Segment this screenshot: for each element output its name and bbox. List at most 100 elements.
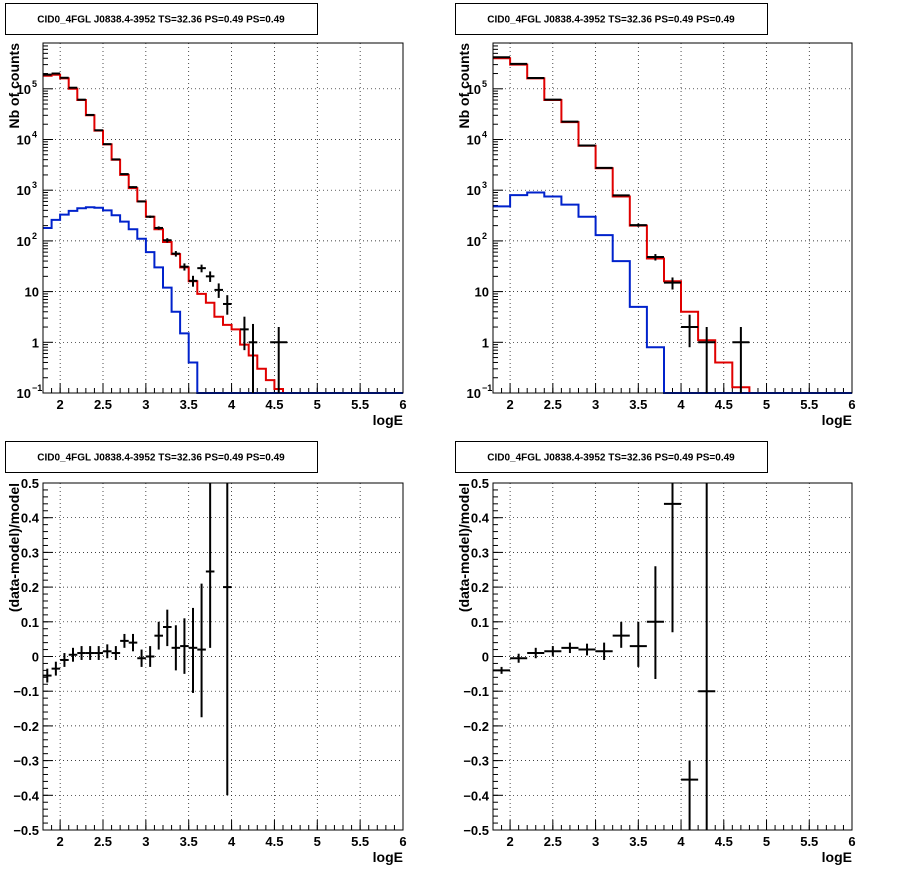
data-point — [77, 646, 86, 660]
data-point — [94, 129, 103, 132]
data-point — [103, 143, 112, 146]
title-box — [455, 441, 768, 473]
data-point — [188, 607, 198, 693]
y-tick-label-exponent: 2 — [482, 231, 487, 241]
data-point — [270, 327, 288, 393]
data-point — [595, 166, 613, 169]
title-box — [455, 3, 768, 35]
y-tick-label-exponent: 3 — [482, 180, 487, 190]
plot-area — [493, 43, 852, 393]
data-point — [612, 621, 630, 648]
plot-frame — [492, 482, 853, 831]
data-point — [578, 643, 596, 656]
x-tick-label: 4 — [677, 397, 685, 412]
panel-bottom-right: 2 2.5 3 3.5 4 4.5 5 5.5 6 −0.5 −0.4 −0.3 −0.2 −0.1 0 0.… — [455, 441, 856, 865]
data-point — [578, 144, 596, 147]
y-tick-label-exponent: 4 — [32, 129, 37, 139]
x-tick-label: 5.5 — [351, 397, 369, 412]
data-point — [137, 200, 146, 203]
x-tick-label: 2 — [506, 397, 513, 412]
plot-frame — [42, 42, 404, 394]
data-point — [240, 316, 249, 351]
y-tick-label: 1 — [32, 335, 39, 350]
data-point — [732, 327, 750, 393]
data-point — [137, 649, 146, 667]
data-point — [493, 666, 511, 674]
x-tick-label: 5 — [763, 834, 770, 849]
x-tick-label: 2 — [57, 397, 64, 412]
data-point — [163, 238, 172, 243]
data-point — [197, 583, 206, 718]
y-tick-label: −0.4 — [463, 788, 489, 803]
data-point — [60, 653, 69, 667]
histogram-total-model — [493, 57, 852, 394]
title-box — [5, 3, 318, 35]
data-point — [111, 646, 121, 660]
title-box — [5, 441, 318, 473]
y-tick-label-exponent: 5 — [482, 79, 487, 89]
x-tick-label: 3.5 — [629, 397, 647, 412]
data-point — [120, 173, 129, 176]
y-tick-label: 10 — [17, 183, 31, 198]
data-point — [68, 647, 78, 662]
x-tick-label: 4.5 — [265, 834, 283, 849]
y-tick-label-exponent: −1 — [482, 383, 492, 393]
plot-frame — [42, 482, 404, 831]
x-tick-label: 4 — [228, 834, 236, 849]
data-point — [188, 275, 198, 287]
data-point — [154, 226, 163, 230]
data-point — [128, 186, 138, 189]
x-tick-label: 3 — [592, 834, 599, 849]
data-point — [527, 647, 545, 659]
y-tick-label: 10 — [467, 132, 481, 147]
x-tick-label: 4.5 — [715, 397, 733, 412]
x-tick-label: 6 — [399, 834, 406, 849]
data-point — [612, 194, 630, 197]
y-tick-label: 0.4 — [471, 511, 490, 526]
y-tick-label: 10 — [467, 234, 481, 249]
histogram-total-model — [43, 73, 403, 394]
chart-title: CID0_4FGL J0838.4-3952 TS=32.36 PS=0.49 … — [37, 453, 285, 464]
x-tick-label: 6 — [848, 834, 855, 849]
y-tick-label: 0 — [482, 650, 489, 665]
x-tick-label: 4.5 — [265, 397, 283, 412]
y-tick-label: 0.1 — [21, 615, 39, 630]
y-tick-label: 10 — [467, 183, 481, 198]
y-tick-label-exponent: 3 — [32, 180, 37, 190]
data-point — [561, 642, 579, 654]
y-tick-label: 10 — [17, 82, 31, 97]
y-tick-label: 1 — [482, 335, 489, 350]
data-point — [223, 483, 232, 796]
y-tick-label: 10 — [17, 132, 31, 147]
y-tick-label: −0.2 — [13, 719, 39, 734]
chart-title: CID0_4FGL J0838.4-3952 TS=32.36 PS=0.49 … — [487, 15, 735, 26]
data-point — [205, 271, 215, 282]
x-tick-label: 4.5 — [715, 834, 733, 849]
data-point — [128, 633, 138, 652]
x-tick-label: 5 — [763, 397, 770, 412]
data-point — [646, 566, 664, 680]
data-point — [145, 646, 155, 667]
y-tick-label: −0.1 — [463, 684, 489, 699]
y-tick-label: 10 — [467, 386, 481, 401]
data-point — [629, 621, 647, 667]
data-point — [248, 323, 258, 393]
data-point — [145, 215, 155, 218]
data-point — [595, 642, 613, 660]
data-point — [94, 646, 103, 660]
panel-bottom-left: 2 2.5 3 3.5 4 4.5 5 5.5 6 −0.5 −0.4 −0.3 −0.2 −0.1 0 0.… — [5, 441, 407, 865]
data-point — [197, 264, 206, 273]
data-point — [646, 254, 664, 261]
plot-frame — [492, 42, 853, 394]
y-tick-label: 10 — [25, 285, 39, 300]
y-tick-label: 0.2 — [471, 580, 489, 595]
x-tick-label: 6 — [848, 397, 855, 412]
x-tick-label: 2.5 — [544, 397, 562, 412]
data-point — [111, 158, 121, 161]
x-axis-title: logE — [822, 849, 852, 865]
data-point — [205, 483, 215, 648]
chart-title: CID0_4FGL J0838.4-3952 TS=32.36 PS=0.49 … — [37, 15, 285, 26]
x-tick-label: 5.5 — [800, 834, 818, 849]
x-tick-label: 2.5 — [94, 834, 112, 849]
